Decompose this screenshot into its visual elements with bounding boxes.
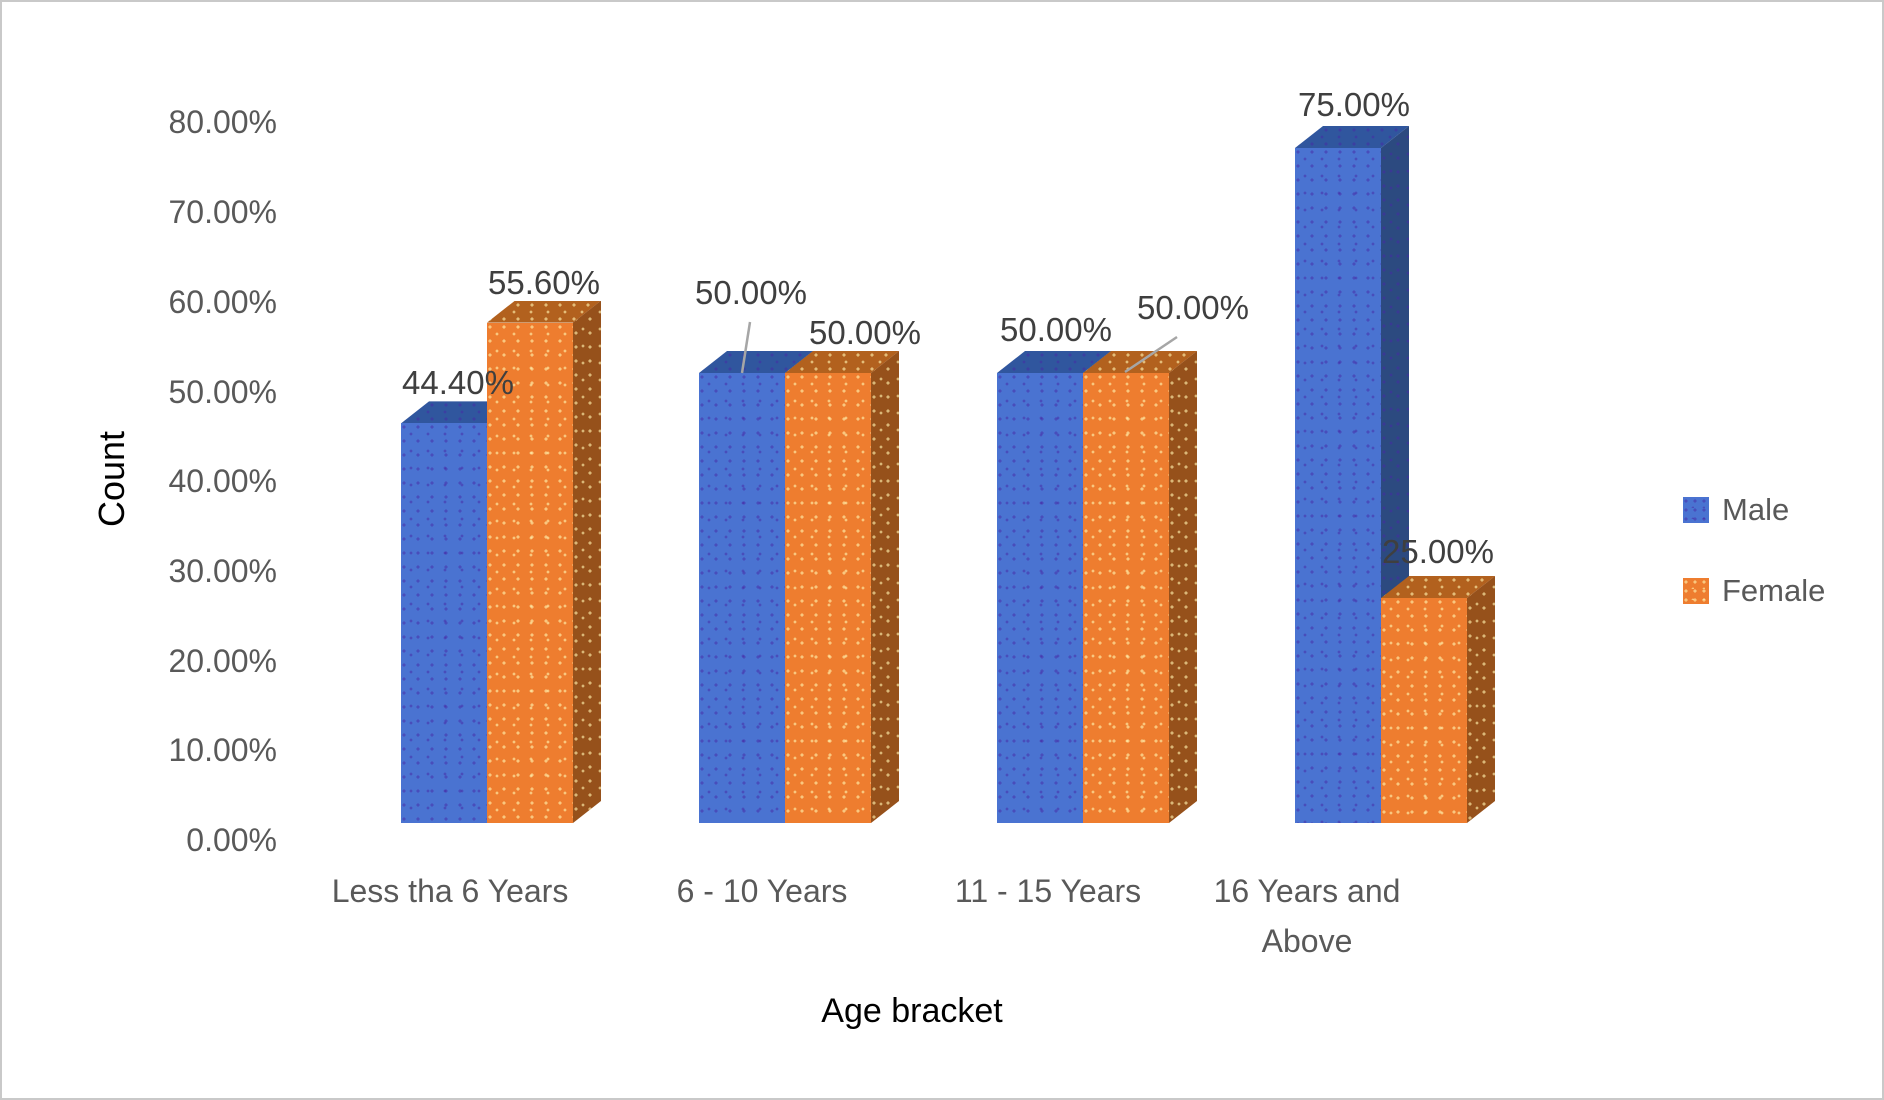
y-tick-label: 60.00% [168,283,277,320]
bar-side-female-3 [1467,576,1495,823]
legend-male-label: Male [1722,492,1790,527]
y-tick-label: 10.00% [168,732,277,769]
y-tick-label: 70.00% [168,194,277,231]
data-label-female-1: 50.00% [809,314,921,351]
bar-front-female-0 [487,322,573,823]
legend-male-swatch [1683,497,1709,523]
bar-top-female-0 [487,300,601,323]
y-tick-label: 40.00% [168,463,277,500]
bar-side-female-0 [573,300,601,823]
bar-front-male-2 [997,373,1083,823]
data-label-female-0: 55.60% [488,263,600,301]
y-tick-label: 80.00% [168,104,277,141]
bar-top-male-1 [699,351,813,373]
x-axis-title: Age bracket [821,992,1003,1030]
legend-female-swatch [1683,578,1709,604]
bar-front-female-1 [785,373,871,823]
data-label-female-2: 50.00% [1137,289,1249,326]
bar-side-female-1 [871,351,899,823]
bar-front-male-1 [699,373,785,823]
bar-top-male-3 [1295,126,1409,148]
bar-front-female-2 [1083,373,1169,823]
category-label-2: 11 - 15 Years [954,873,1142,909]
data-label-male-0: 44.40% [402,364,514,402]
legend-female-label: Female [1722,573,1826,608]
leader-line [740,321,752,374]
bar-front-male-0 [401,423,487,823]
data-label-male-1: 50.00% [695,274,807,311]
bar-side-female-2 [1169,351,1197,823]
bar-top-female-3 [1381,576,1495,598]
data-label-male-2: 50.00% [1000,311,1112,348]
category-label-0: Less tha 6 Years [331,873,569,909]
y-tick-label: 30.00% [168,552,277,589]
y-tick-label: 50.00% [168,373,277,410]
category-label-3: 16 Years and Above [1213,873,1401,959]
y-tick-label: 0.00% [186,822,277,858]
bar-top-female-1 [785,351,899,373]
data-label-male-3: 75.00% [1298,86,1410,123]
leader-line [1124,335,1178,374]
data-label-female-3: 25.00% [1382,533,1494,570]
y-tick-label: 20.00% [168,642,277,679]
bar-top-male-0 [401,401,515,424]
bar-front-female-3 [1381,598,1467,823]
bar-front-male-3 [1295,148,1381,823]
category-label-1: 6 - 10 Years [676,873,848,909]
bar-top-male-2 [997,351,1111,373]
